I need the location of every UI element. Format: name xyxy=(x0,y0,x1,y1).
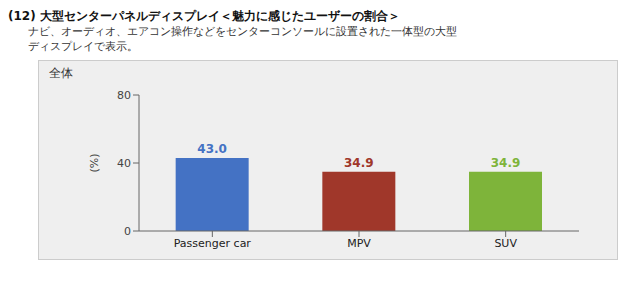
html-text:ディスプレイで表示。: ディスプレイで表示。 xyxy=(28,40,138,53)
svg-text:43.0: 43.0 xyxy=(197,142,227,156)
svg-text:Passenger car: Passenger car xyxy=(174,237,252,250)
svg-text:0: 0 xyxy=(124,225,131,238)
svg-text:SUV: SUV xyxy=(494,237,517,250)
html-text:全体: 全体 xyxy=(49,66,73,80)
svg-text:(%): (%) xyxy=(88,153,101,172)
html-text:(12) 大型センターパネルディスプレイ＜魅力に感じたユーザ: (12) 大型センターパネルディスプレイ＜魅力に感じたユーザーの割合＞ xyxy=(8,9,400,23)
html-text:ナビ、オーディオ、エアコン操作などをセンターコンソールに設置: ナビ、オーディオ、エアコン操作などをセンターコンソールに設置された一体型の大型 xyxy=(28,25,457,38)
svg-text:34.9: 34.9 xyxy=(344,156,374,170)
svg-text:40: 40 xyxy=(117,157,131,170)
svg-text:34.9: 34.9 xyxy=(491,156,521,170)
svg-text:80: 80 xyxy=(117,89,131,102)
svg-text:MPV: MPV xyxy=(347,237,371,250)
